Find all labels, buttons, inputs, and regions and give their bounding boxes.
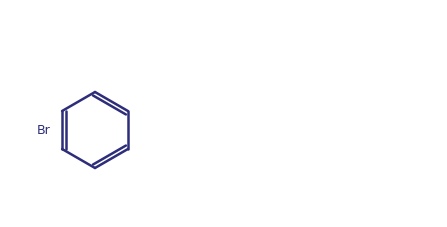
Text: Br: Br — [37, 123, 51, 136]
